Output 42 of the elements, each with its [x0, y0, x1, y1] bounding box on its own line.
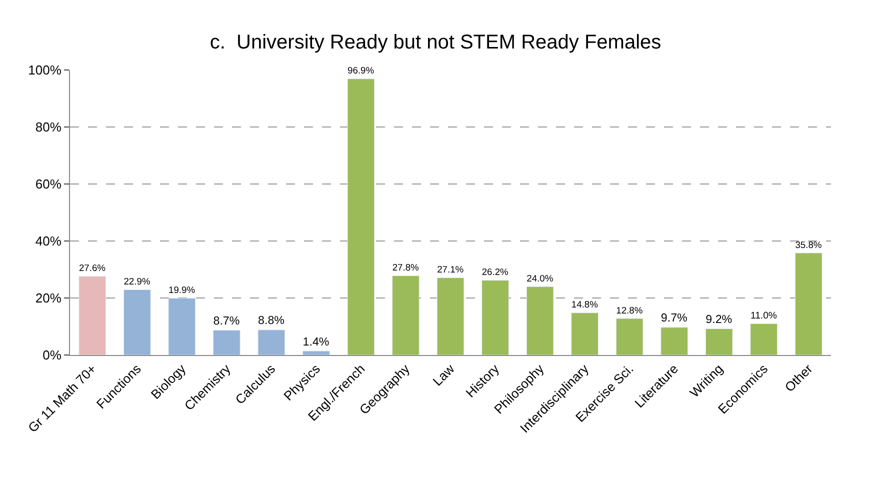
y-tick-label: 20% [35, 290, 62, 306]
data-label: 26.2% [482, 267, 508, 278]
x-tick-label: Law [430, 360, 458, 389]
y-tick-label: 0% [42, 348, 62, 363]
bar [347, 78, 375, 355]
data-label: 35.8% [795, 240, 822, 250]
bar [482, 280, 509, 355]
y-tick-label: 40% [35, 234, 62, 249]
chart-title: c. University Ready but not STEM Ready Females [210, 31, 662, 54]
bar [258, 330, 286, 355]
data-label: 27.1% [437, 264, 464, 275]
bar [168, 298, 196, 355]
data-label: 24.0% [526, 273, 554, 284]
bar [436, 278, 464, 355]
data-label: 27.8% [392, 262, 419, 273]
data-label: 22.9% [124, 276, 150, 287]
y-tick-label: 80% [35, 120, 62, 135]
y-tick-label: 100% [28, 62, 62, 78]
bar [794, 252, 822, 355]
data-label: 9.7% [660, 312, 688, 325]
bar [78, 276, 106, 355]
data-label: 19.9% [168, 285, 196, 296]
bar [705, 328, 733, 355]
data-label: 11.0% [750, 310, 778, 322]
bar [302, 350, 330, 355]
bar [616, 318, 644, 355]
bar [660, 327, 688, 355]
bar [571, 312, 598, 355]
data-label: 12.8% [616, 305, 643, 316]
data-label: 8.7% [213, 314, 240, 328]
data-label: 96.9% [348, 66, 374, 76]
data-label: 9.2% [706, 313, 732, 326]
data-label: 27.6% [78, 263, 106, 274]
bar [213, 330, 240, 355]
bar [123, 289, 151, 355]
bar [750, 323, 778, 355]
y-tick-label: 60% [35, 176, 62, 192]
data-label: 8.8% [258, 314, 284, 328]
data-label: 1.4% [302, 335, 330, 348]
data-label: 14.8% [571, 300, 598, 310]
bar [526, 286, 554, 355]
bar [392, 276, 420, 355]
